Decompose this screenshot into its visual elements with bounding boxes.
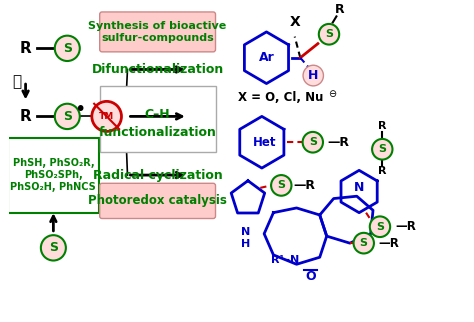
Text: —R: —R (293, 179, 316, 192)
Circle shape (302, 132, 323, 153)
Circle shape (92, 101, 121, 131)
Text: S: S (63, 42, 72, 55)
Text: R: R (335, 3, 345, 16)
Text: —R: —R (379, 237, 400, 250)
Circle shape (41, 235, 66, 260)
Circle shape (372, 139, 392, 160)
Text: R: R (378, 166, 386, 176)
Text: S: S (277, 180, 285, 190)
Text: N: N (354, 181, 365, 194)
Circle shape (303, 65, 323, 86)
Text: 💡: 💡 (12, 74, 21, 89)
Text: TM: TM (99, 112, 114, 121)
Text: —R: —R (327, 136, 349, 149)
Text: Photoredox catalysis: Photoredox catalysis (88, 194, 227, 207)
Text: •: • (74, 100, 86, 119)
Circle shape (55, 36, 80, 61)
Text: Het: Het (252, 136, 276, 149)
Text: S: S (309, 137, 317, 147)
FancyBboxPatch shape (8, 137, 99, 213)
Text: R: R (20, 41, 31, 56)
Text: N: N (241, 227, 250, 237)
Text: X = O, Cl, Nu: X = O, Cl, Nu (237, 91, 323, 104)
Text: functionalization: functionalization (99, 126, 217, 139)
Text: Synthesis of bioactive
sulfur-compounds: Synthesis of bioactive sulfur-compounds (89, 21, 227, 43)
Text: S: S (360, 238, 368, 248)
Text: R: R (20, 109, 31, 124)
Text: S: S (376, 222, 384, 232)
Circle shape (354, 233, 374, 253)
Text: —R: —R (395, 220, 416, 233)
Circle shape (319, 24, 339, 44)
Text: H: H (241, 239, 250, 249)
FancyBboxPatch shape (100, 183, 216, 219)
Text: S: S (325, 29, 333, 39)
Text: R¹–N: R¹–N (271, 255, 299, 265)
Circle shape (55, 104, 80, 129)
Text: ⊖: ⊖ (328, 89, 337, 99)
Text: PhSH, PhSO₂R,
PhSO₂SPh,
PhSO₂H, PhNCS: PhSH, PhSO₂R, PhSO₂SPh, PhSO₂H, PhNCS (10, 158, 96, 192)
Text: R: R (378, 121, 386, 131)
Text: Ar: Ar (259, 51, 274, 64)
Circle shape (370, 216, 390, 237)
Text: X: X (289, 14, 300, 29)
Text: C–H: C–H (145, 108, 171, 120)
Text: O: O (305, 270, 316, 282)
Text: S: S (378, 144, 386, 154)
Text: Radical cyclization: Radical cyclization (93, 169, 222, 182)
Circle shape (271, 175, 292, 196)
Text: S: S (63, 110, 72, 123)
FancyBboxPatch shape (100, 12, 216, 52)
FancyBboxPatch shape (100, 86, 216, 152)
Text: H: H (308, 69, 319, 82)
Text: Difunctionalization: Difunctionalization (91, 63, 224, 76)
Text: S: S (49, 242, 58, 254)
